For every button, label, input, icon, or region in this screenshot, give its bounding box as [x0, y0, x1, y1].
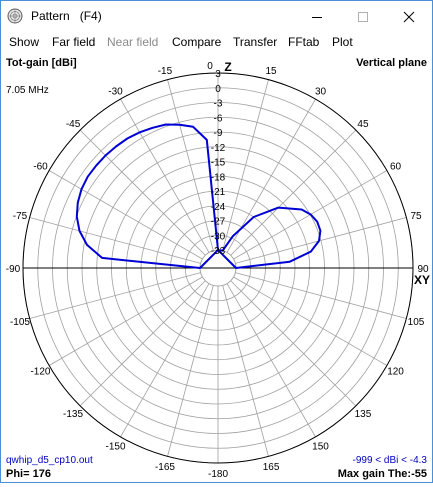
menu-far-field[interactable]: Far field: [52, 35, 96, 49]
minimize-icon: [312, 16, 322, 18]
maximize-button[interactable]: [340, 1, 386, 32]
gain-range-label: -999 < dBi < -4.3: [353, 455, 428, 466]
maximize-icon: [358, 11, 368, 22]
ring-label: 0: [215, 84, 221, 95]
menu-near-field: Near field: [107, 35, 159, 49]
angle-label: -60: [33, 162, 48, 173]
menu-show[interactable]: Show: [9, 35, 40, 49]
angle-label: 135: [355, 409, 372, 420]
ring-label: -18: [211, 172, 226, 183]
xy-axis-label: XY: [414, 273, 430, 287]
ring-label: -6: [214, 113, 223, 124]
angle-label: -30: [108, 86, 123, 97]
angle-label: -15: [158, 66, 173, 77]
pattern-traces: [75, 123, 322, 269]
minimize-button[interactable]: [294, 1, 340, 32]
ring-label: -3: [214, 99, 223, 110]
close-button[interactable]: [386, 1, 432, 32]
angle-label: 105: [408, 317, 425, 328]
menu-fftab[interactable]: FFtab: [288, 35, 320, 49]
title-bar[interactable]: Pattern (F4): [1, 1, 432, 32]
pattern-plot-area: 3 0 -3 -6 -9 -12 -15 -18 -21 -24 -27 -30 -33 -15 15 -3…: [1, 52, 432, 482]
window-title: Pattern (F4): [31, 9, 102, 23]
angle-label: -90: [6, 264, 21, 275]
menu-transfer[interactable]: Transfer: [233, 35, 278, 49]
header-right: Vertical plane: [356, 57, 427, 69]
file-name-label: qwhip_d5_cp10.out: [6, 455, 93, 466]
ring-label: -33: [211, 246, 226, 257]
ring-labels: 3 0 -3 -6 -9 -12 -15 -18 -21 -24 -27 -30 -33: [211, 69, 226, 257]
angle-label: -45: [66, 119, 81, 130]
angle-label: -75: [13, 211, 28, 222]
angle-label: -165: [155, 462, 175, 473]
angle-label: 90: [417, 264, 429, 275]
max-gain-label: Max gain The:-55: [338, 468, 427, 480]
menu-compare[interactable]: Compare: [172, 35, 222, 49]
pattern-trace: [75, 123, 219, 269]
ring-label: 3: [215, 69, 221, 80]
header-left: Tot-gain [dBi]: [6, 57, 77, 69]
menu-bar: Show Far field Near field Compare Transf…: [1, 32, 432, 52]
angle-label: 75: [410, 211, 422, 222]
angle-label: -120: [30, 367, 50, 378]
angle-label: 0: [207, 61, 213, 72]
ring-label: -15: [211, 158, 226, 169]
phi-label: Phi= 176: [6, 468, 51, 480]
angle-label: -180: [208, 469, 228, 480]
angle-label: 150: [312, 442, 329, 453]
angle-label: 120: [387, 367, 404, 378]
ring-label: -24: [211, 202, 226, 213]
angle-label: -150: [105, 442, 125, 453]
angle-label: 45: [357, 119, 369, 130]
menu-plot[interactable]: Plot: [332, 35, 353, 49]
polar-plot: 30-3-6-9-12-15-18-21-24-27-30-33 -15 15-3…: [6, 57, 430, 480]
z-axis-label: Z: [224, 60, 231, 74]
angle-label: -135: [63, 409, 83, 420]
polar-grid: [22, 72, 414, 464]
close-icon: [403, 11, 415, 22]
angle-label: 165: [263, 462, 280, 473]
angle-label: -105: [10, 317, 30, 328]
ring-label: -30: [211, 231, 226, 242]
angle-label: 60: [390, 162, 402, 173]
ring-label: -21: [211, 187, 226, 198]
angle-label: 15: [265, 66, 277, 77]
frequency-label: 7.05 MHz: [6, 85, 49, 96]
pattern-trace: [217, 206, 322, 269]
angle-label: 30: [315, 86, 327, 97]
ring-label: -12: [211, 143, 226, 154]
antenna-app-icon: [7, 8, 23, 24]
ring-label: -9: [214, 128, 223, 139]
ring-label: -27: [211, 217, 226, 228]
outer-ring: [22, 72, 414, 464]
